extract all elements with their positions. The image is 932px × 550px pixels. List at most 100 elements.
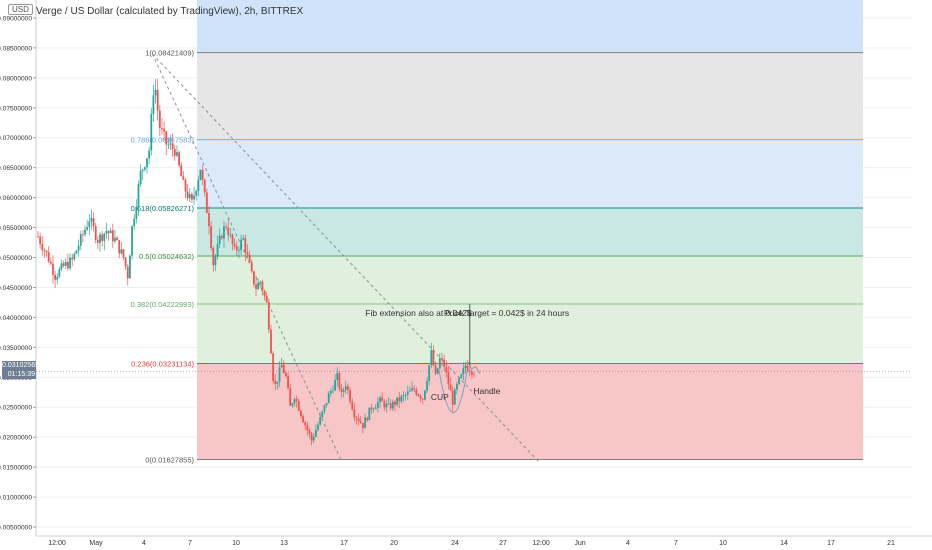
candle-body <box>64 261 67 266</box>
candle-body <box>77 245 80 251</box>
candle-body <box>152 95 155 115</box>
candle-body <box>137 184 140 207</box>
fib-zone-top <box>197 0 863 53</box>
candle-body <box>107 231 110 234</box>
candle-body <box>146 158 148 168</box>
candle-body <box>173 148 176 156</box>
candle-body <box>342 390 345 392</box>
candle-body <box>406 391 409 395</box>
candle-body <box>409 390 411 392</box>
candle-body <box>396 397 398 405</box>
fib-zone <box>197 208 863 257</box>
candle-body <box>280 364 283 368</box>
candle-body <box>163 128 166 132</box>
candle-body <box>257 283 260 290</box>
candle-body <box>265 295 268 303</box>
y-tick-label: 0.05000000 <box>0 255 32 262</box>
candle-body <box>464 365 467 369</box>
candle-body <box>323 405 326 412</box>
candle-body <box>259 281 262 284</box>
candle-body <box>449 384 452 391</box>
candle-body <box>447 372 450 385</box>
candle-body <box>81 234 84 236</box>
candle-body <box>293 399 296 404</box>
candle-body <box>413 388 416 390</box>
y-tick-label: 0.07500000 <box>0 105 32 112</box>
candle-body <box>434 365 437 374</box>
candle-body <box>310 433 313 441</box>
x-tick-label: May <box>89 540 103 547</box>
candle-body <box>86 227 89 230</box>
candle-body <box>240 239 242 250</box>
candle-body <box>300 410 302 417</box>
fib-zone <box>197 52 863 140</box>
candle-body <box>116 237 118 241</box>
candle-body <box>126 266 129 279</box>
x-tick-label: 4 <box>142 540 146 547</box>
currency-badge[interactable]: USD <box>8 4 33 15</box>
x-tick-label: 27 <box>499 540 507 547</box>
candle-body <box>56 276 59 280</box>
candle-body <box>186 191 189 199</box>
candle-body <box>214 256 217 266</box>
x-tick-label: 10 <box>232 540 240 547</box>
candle-body <box>383 401 386 408</box>
candle-body <box>37 236 39 238</box>
candle-body <box>96 239 99 243</box>
chart-annotation: CUP <box>431 392 449 402</box>
candle-body <box>321 411 324 417</box>
fib-zone <box>197 363 863 460</box>
fib-level-label: 0.236(0.03231134) <box>131 359 194 368</box>
candle-body <box>428 365 431 381</box>
y-tick-label: 0.08000000 <box>0 75 32 82</box>
candle-body <box>267 302 270 330</box>
candle-body <box>199 169 202 180</box>
candle-body <box>120 249 123 254</box>
candle-body <box>353 409 356 418</box>
candle-body <box>329 390 332 394</box>
y-tick-label: 0.06000000 <box>0 195 32 202</box>
candle-body <box>109 230 112 234</box>
candle-body <box>99 234 101 243</box>
candle-body <box>394 401 396 405</box>
candle-body <box>94 226 97 240</box>
candle-body <box>285 373 287 377</box>
y-tick-label: 0.09000000 <box>0 15 32 22</box>
candle-body <box>141 169 144 171</box>
candle-body <box>216 244 219 257</box>
candle-body <box>90 218 93 222</box>
candle-body <box>456 383 458 390</box>
candle-body <box>169 143 172 145</box>
candle-body <box>415 389 418 395</box>
candle-body <box>67 261 69 269</box>
candle-body <box>336 373 339 381</box>
y-tick-label: 0.02000000 <box>0 435 32 442</box>
candle-body <box>167 144 170 146</box>
candle-body <box>421 398 424 400</box>
candle-body <box>252 271 255 285</box>
fib-level-label: 1(0.08421409) <box>145 49 194 58</box>
fib-level-label: 0.382(0.04222993) <box>131 300 195 309</box>
x-tick-label: 17 <box>340 540 348 547</box>
x-tick-label: 7 <box>188 540 192 547</box>
candle-body <box>381 397 384 402</box>
candle-body <box>62 263 65 266</box>
candle-body <box>58 269 61 277</box>
candle-body <box>75 250 78 254</box>
candle-body <box>195 190 198 196</box>
candle-body <box>306 425 309 431</box>
candle-body <box>242 238 245 240</box>
candle-body <box>441 358 443 360</box>
candle-body <box>272 353 275 381</box>
candle-body <box>193 195 195 200</box>
fib-level-label: 0.786(0.06967583) <box>131 136 195 145</box>
candle-body <box>359 421 362 424</box>
candle-body <box>289 388 292 406</box>
candle-body <box>47 252 50 262</box>
candle-body <box>69 257 71 269</box>
chart-title: Verge / US Dollar (calculated by Trading… <box>36 6 304 17</box>
candle-body <box>49 261 52 264</box>
y-tick-label: 0.01500000 <box>0 465 32 472</box>
